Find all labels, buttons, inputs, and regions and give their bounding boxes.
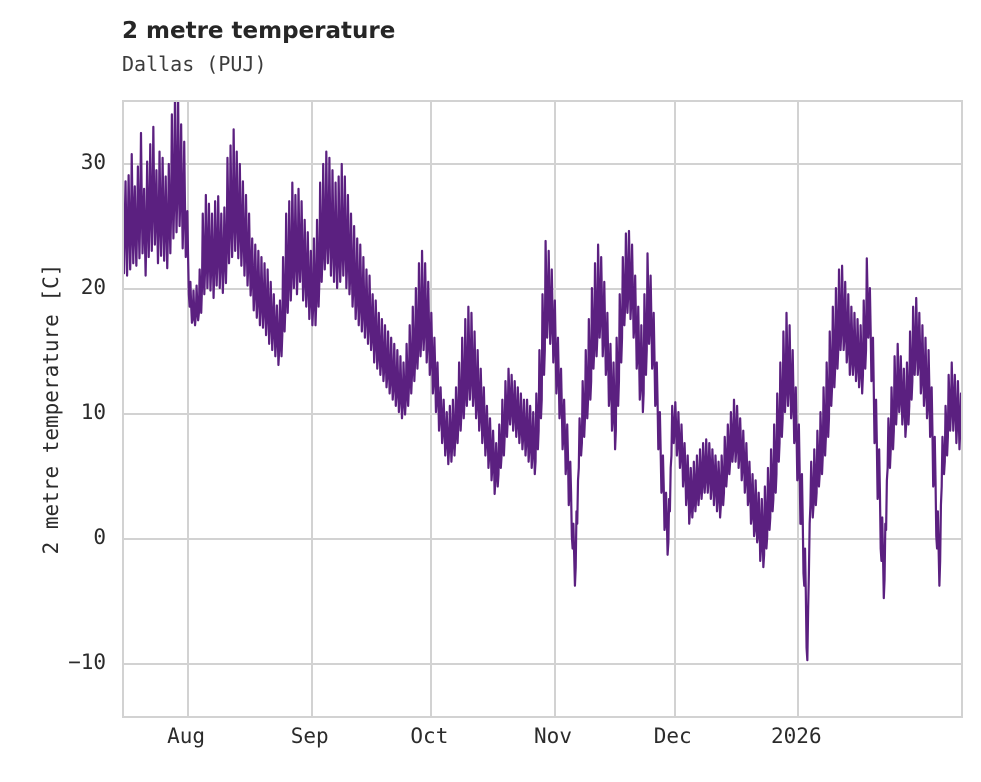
gridline-vertical xyxy=(310,102,313,716)
x-tick-label: Nov xyxy=(534,724,572,748)
y-tick-label: 0 xyxy=(93,524,106,549)
x-tick-label: 2026 xyxy=(771,724,822,748)
y-tick-label: 20 xyxy=(80,275,106,300)
gridline-horizontal xyxy=(124,662,961,665)
y-axis-tick-labels: 30 20 10 0 −10 xyxy=(0,0,106,782)
y-tick-label: 10 xyxy=(80,400,106,425)
x-tick-label: Aug xyxy=(167,724,206,748)
gridline-horizontal xyxy=(124,288,961,291)
y-tick-label: −10 xyxy=(68,649,106,674)
gridline-vertical xyxy=(797,102,800,716)
chart-title: 2 metre temperature xyxy=(122,18,396,44)
x-tick-label: Oct xyxy=(410,724,449,748)
chart-subtitle: Dallas (PUJ) xyxy=(122,52,267,76)
temperature-series xyxy=(124,102,961,716)
gridline-horizontal xyxy=(124,537,961,540)
gridline-horizontal xyxy=(124,413,961,416)
plot-area xyxy=(122,100,963,718)
gridline-horizontal xyxy=(124,163,961,166)
y-tick-label: 30 xyxy=(80,150,106,175)
gridline-vertical xyxy=(430,102,433,716)
x-tick-label: Sep xyxy=(290,724,329,748)
gridline-vertical xyxy=(554,102,556,716)
series-line xyxy=(124,102,961,660)
plot-inner xyxy=(124,102,961,716)
x-tick-label: Dec xyxy=(653,724,692,748)
gridline-vertical xyxy=(187,102,190,716)
